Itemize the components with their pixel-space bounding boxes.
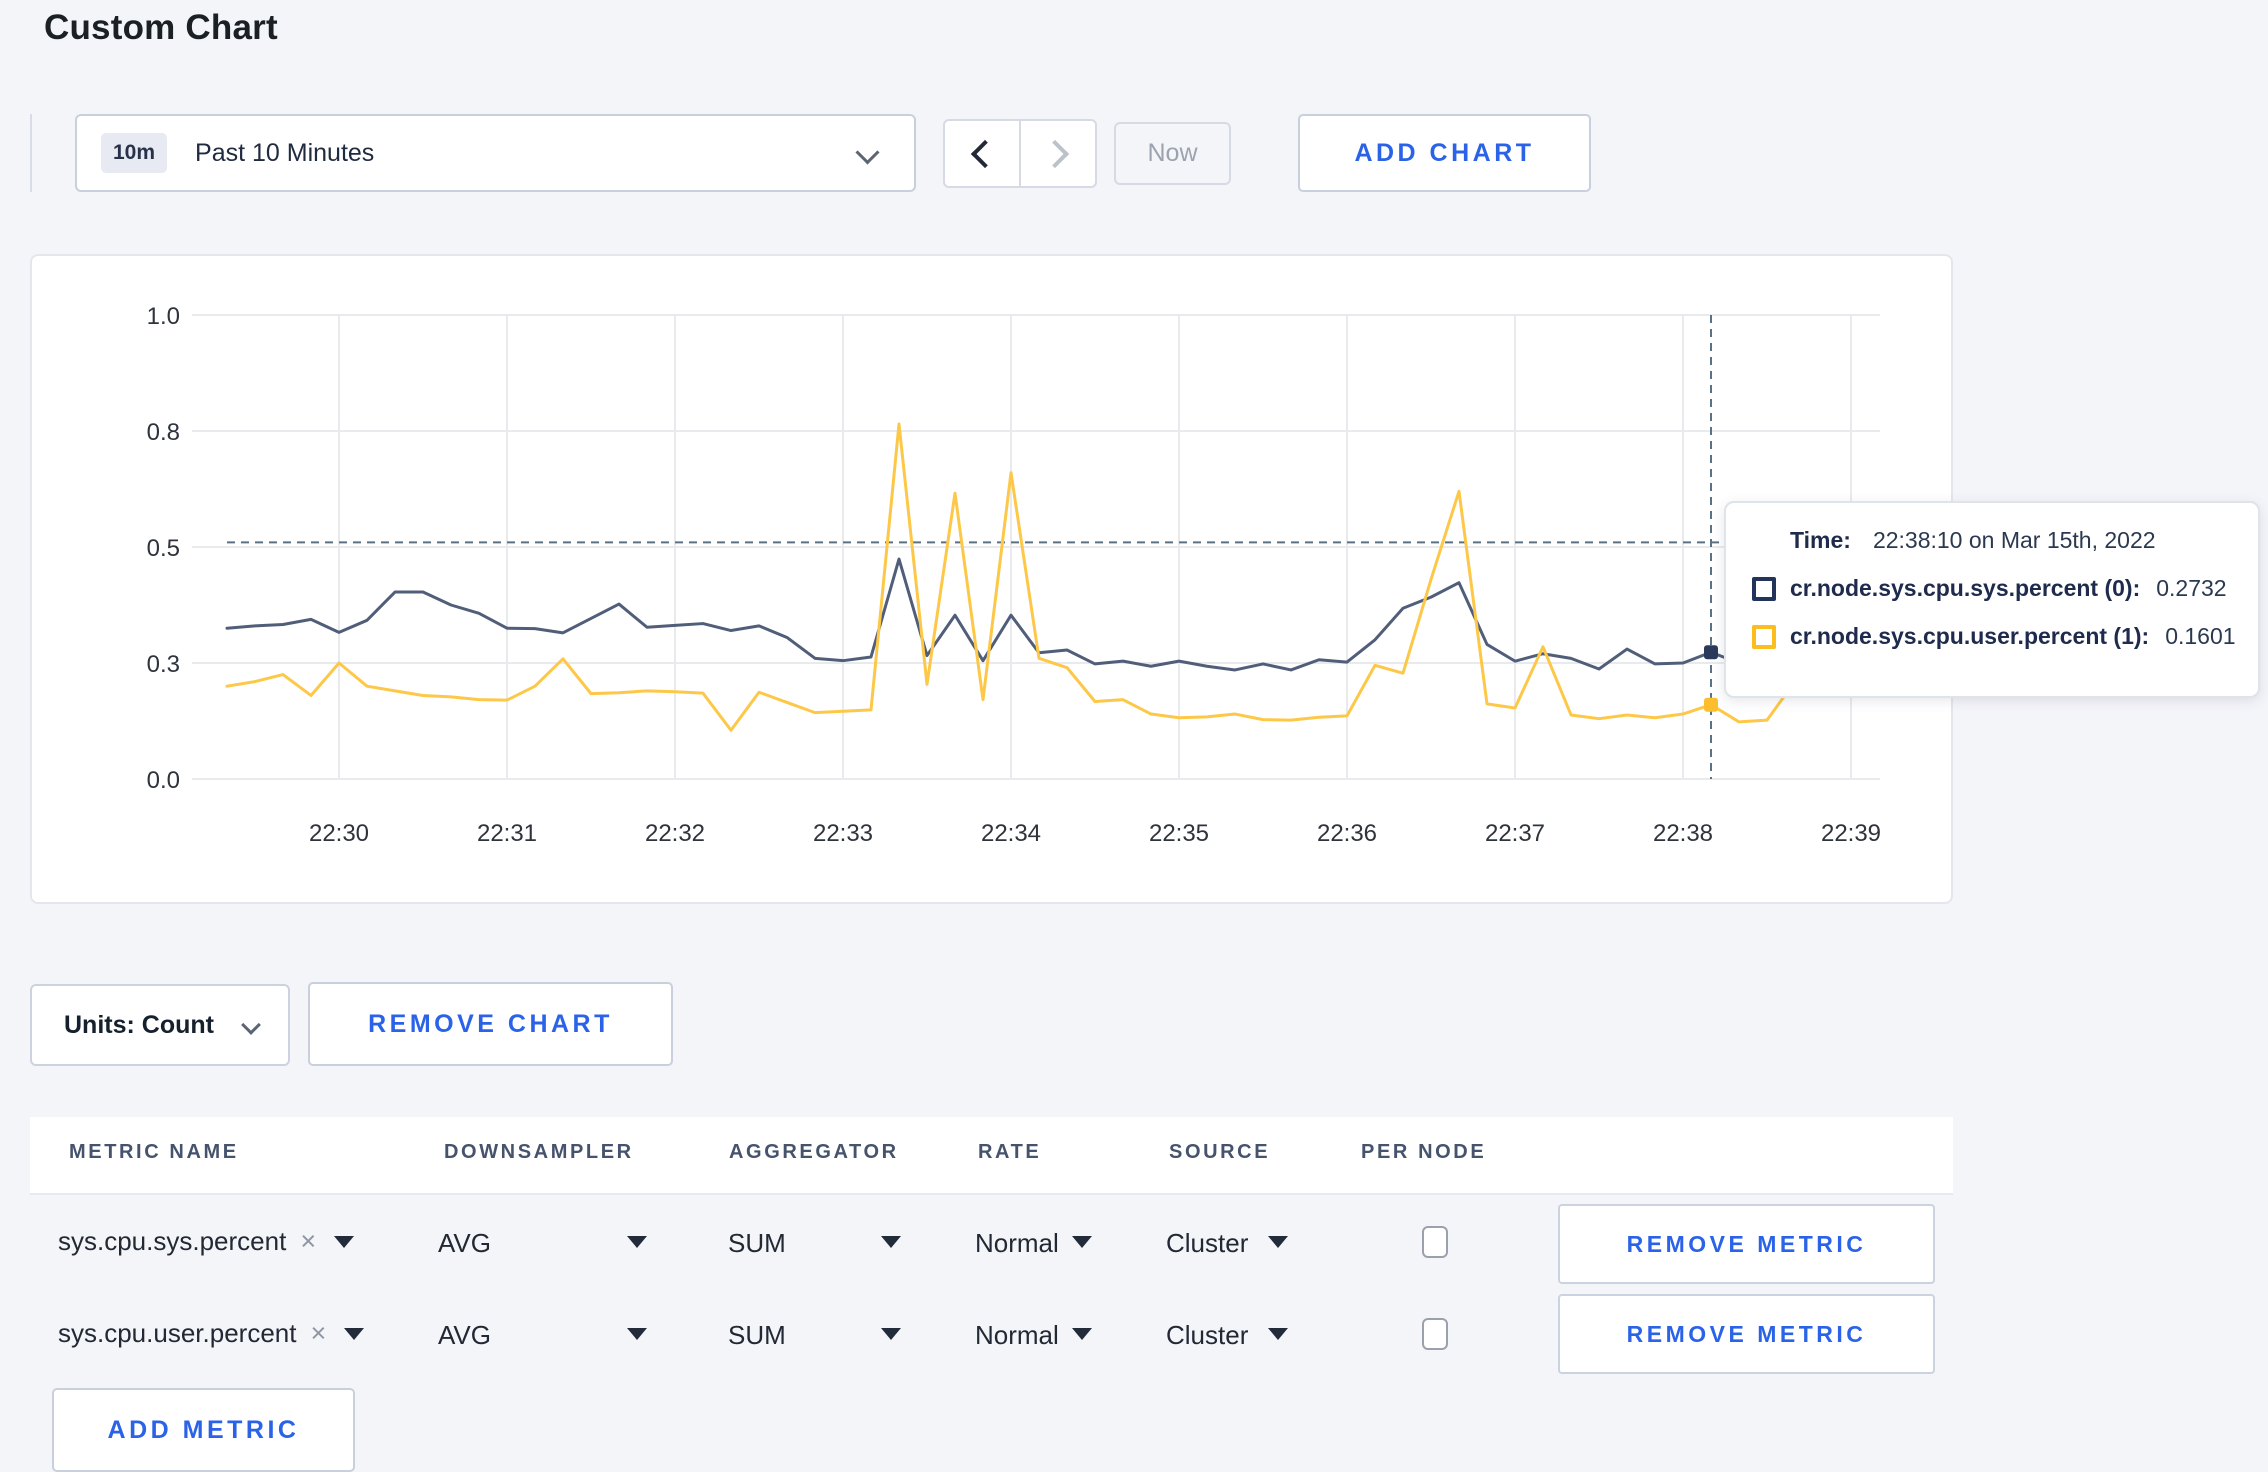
- rate-select[interactable]: Normal: [975, 1228, 1059, 1258]
- next-time-button[interactable]: [1019, 121, 1095, 186]
- caret-down-icon: [344, 1327, 365, 1340]
- caret-down-icon[interactable]: [881, 1328, 901, 1340]
- metric-name-dropdown[interactable]: sys.cpu.user.percent ×: [58, 1318, 365, 1349]
- col-header-per-node: PER NODE: [1361, 1141, 1487, 1163]
- remove-metric-button[interactable]: REMOVE METRIC: [1558, 1204, 1935, 1284]
- sys-series-swatch-icon: [1752, 576, 1776, 601]
- timescale-dropdown[interactable]: 10m Past 10 Minutes: [75, 114, 916, 192]
- caret-down-icon[interactable]: [1072, 1236, 1092, 1248]
- tooltip-series-name: cr.node.sys.cpu.sys.percent (0):: [1790, 575, 2141, 601]
- chevron-down-icon: [241, 1015, 261, 1035]
- caret-down-icon[interactable]: [627, 1328, 647, 1340]
- clear-metric-icon[interactable]: ×: [310, 1318, 327, 1348]
- source-select[interactable]: Cluster: [1166, 1320, 1249, 1350]
- col-header-rate: RATE: [978, 1141, 1042, 1163]
- tooltip-series-row: cr.node.sys.cpu.sys.percent (0): 0.2732: [1752, 575, 2258, 602]
- prev-time-button[interactable]: [945, 121, 1019, 186]
- add-metric-button[interactable]: ADD METRIC: [52, 1388, 355, 1472]
- tooltip-time-value: 22:38:10 on Mar 15th, 2022: [1872, 527, 2156, 553]
- col-header-source: SOURCE: [1169, 1141, 1271, 1163]
- toolbar-divider: [30, 114, 32, 192]
- timescale-label: Past 10 Minutes: [195, 138, 375, 167]
- chevron-right-icon: [1040, 139, 1070, 168]
- now-button[interactable]: Now: [1114, 122, 1231, 185]
- time-nav-arrows: [943, 119, 1097, 188]
- clear-metric-icon[interactable]: ×: [300, 1226, 317, 1256]
- caret-down-icon[interactable]: [1268, 1236, 1288, 1248]
- per-node-checkbox[interactable]: [1422, 1318, 1448, 1350]
- chart-card[interactable]: [30, 254, 1953, 904]
- tooltip-series-value: 0.2732: [2156, 575, 2227, 601]
- caret-down-icon: [334, 1235, 355, 1248]
- tooltip-series-name: cr.node.sys.cpu.user.percent (1):: [1790, 623, 2150, 649]
- user-series-swatch-icon: [1752, 624, 1776, 649]
- remove-metric-button[interactable]: REMOVE METRIC: [1558, 1294, 1935, 1374]
- remove-chart-button[interactable]: REMOVE CHART: [308, 982, 673, 1066]
- downsampler-select[interactable]: AVG: [438, 1320, 491, 1350]
- units-dropdown[interactable]: Units: Count: [30, 984, 290, 1066]
- chevron-left-icon: [970, 139, 1000, 168]
- source-select[interactable]: Cluster: [1166, 1228, 1249, 1258]
- chart-tooltip: Time: 22:38:10 on Mar 15th, 2022 cr.node…: [1724, 501, 2260, 698]
- tooltip-series-row: cr.node.sys.cpu.user.percent (1): 0.1601: [1752, 623, 2258, 650]
- bottom-strip: [0, 1472, 2268, 1478]
- col-header-downsampler: DOWNSAMPLER: [444, 1141, 634, 1163]
- tooltip-series-value: 0.1601: [2165, 623, 2236, 649]
- per-node-checkbox[interactable]: [1422, 1226, 1448, 1258]
- page-title: Custom Chart: [44, 8, 278, 47]
- caret-down-icon[interactable]: [627, 1236, 647, 1248]
- caret-down-icon[interactable]: [1072, 1328, 1092, 1340]
- metric-name: sys.cpu.user.percent: [58, 1318, 297, 1348]
- add-chart-button[interactable]: ADD CHART: [1298, 114, 1591, 192]
- chevron-down-icon: [855, 140, 880, 165]
- caret-down-icon[interactable]: [881, 1236, 901, 1248]
- col-header-aggregator: AGGREGATOR: [729, 1141, 899, 1163]
- timescale-badge: 10m: [101, 133, 168, 173]
- tooltip-time-label: Time:: [1790, 527, 1851, 553]
- metric-name: sys.cpu.sys.percent: [58, 1226, 287, 1256]
- rate-select[interactable]: Normal: [975, 1320, 1059, 1350]
- units-label: Units: Count: [64, 1010, 214, 1039]
- col-header-metric-name: METRIC NAME: [69, 1141, 239, 1163]
- metric-name-dropdown[interactable]: sys.cpu.sys.percent ×: [58, 1226, 355, 1257]
- downsampler-select[interactable]: AVG: [438, 1228, 491, 1258]
- metrics-table-header: METRIC NAME DOWNSAMPLER AGGREGATOR RATE …: [30, 1117, 1953, 1195]
- aggregator-select[interactable]: SUM: [728, 1228, 786, 1258]
- aggregator-select[interactable]: SUM: [728, 1320, 786, 1350]
- caret-down-icon[interactable]: [1268, 1328, 1288, 1340]
